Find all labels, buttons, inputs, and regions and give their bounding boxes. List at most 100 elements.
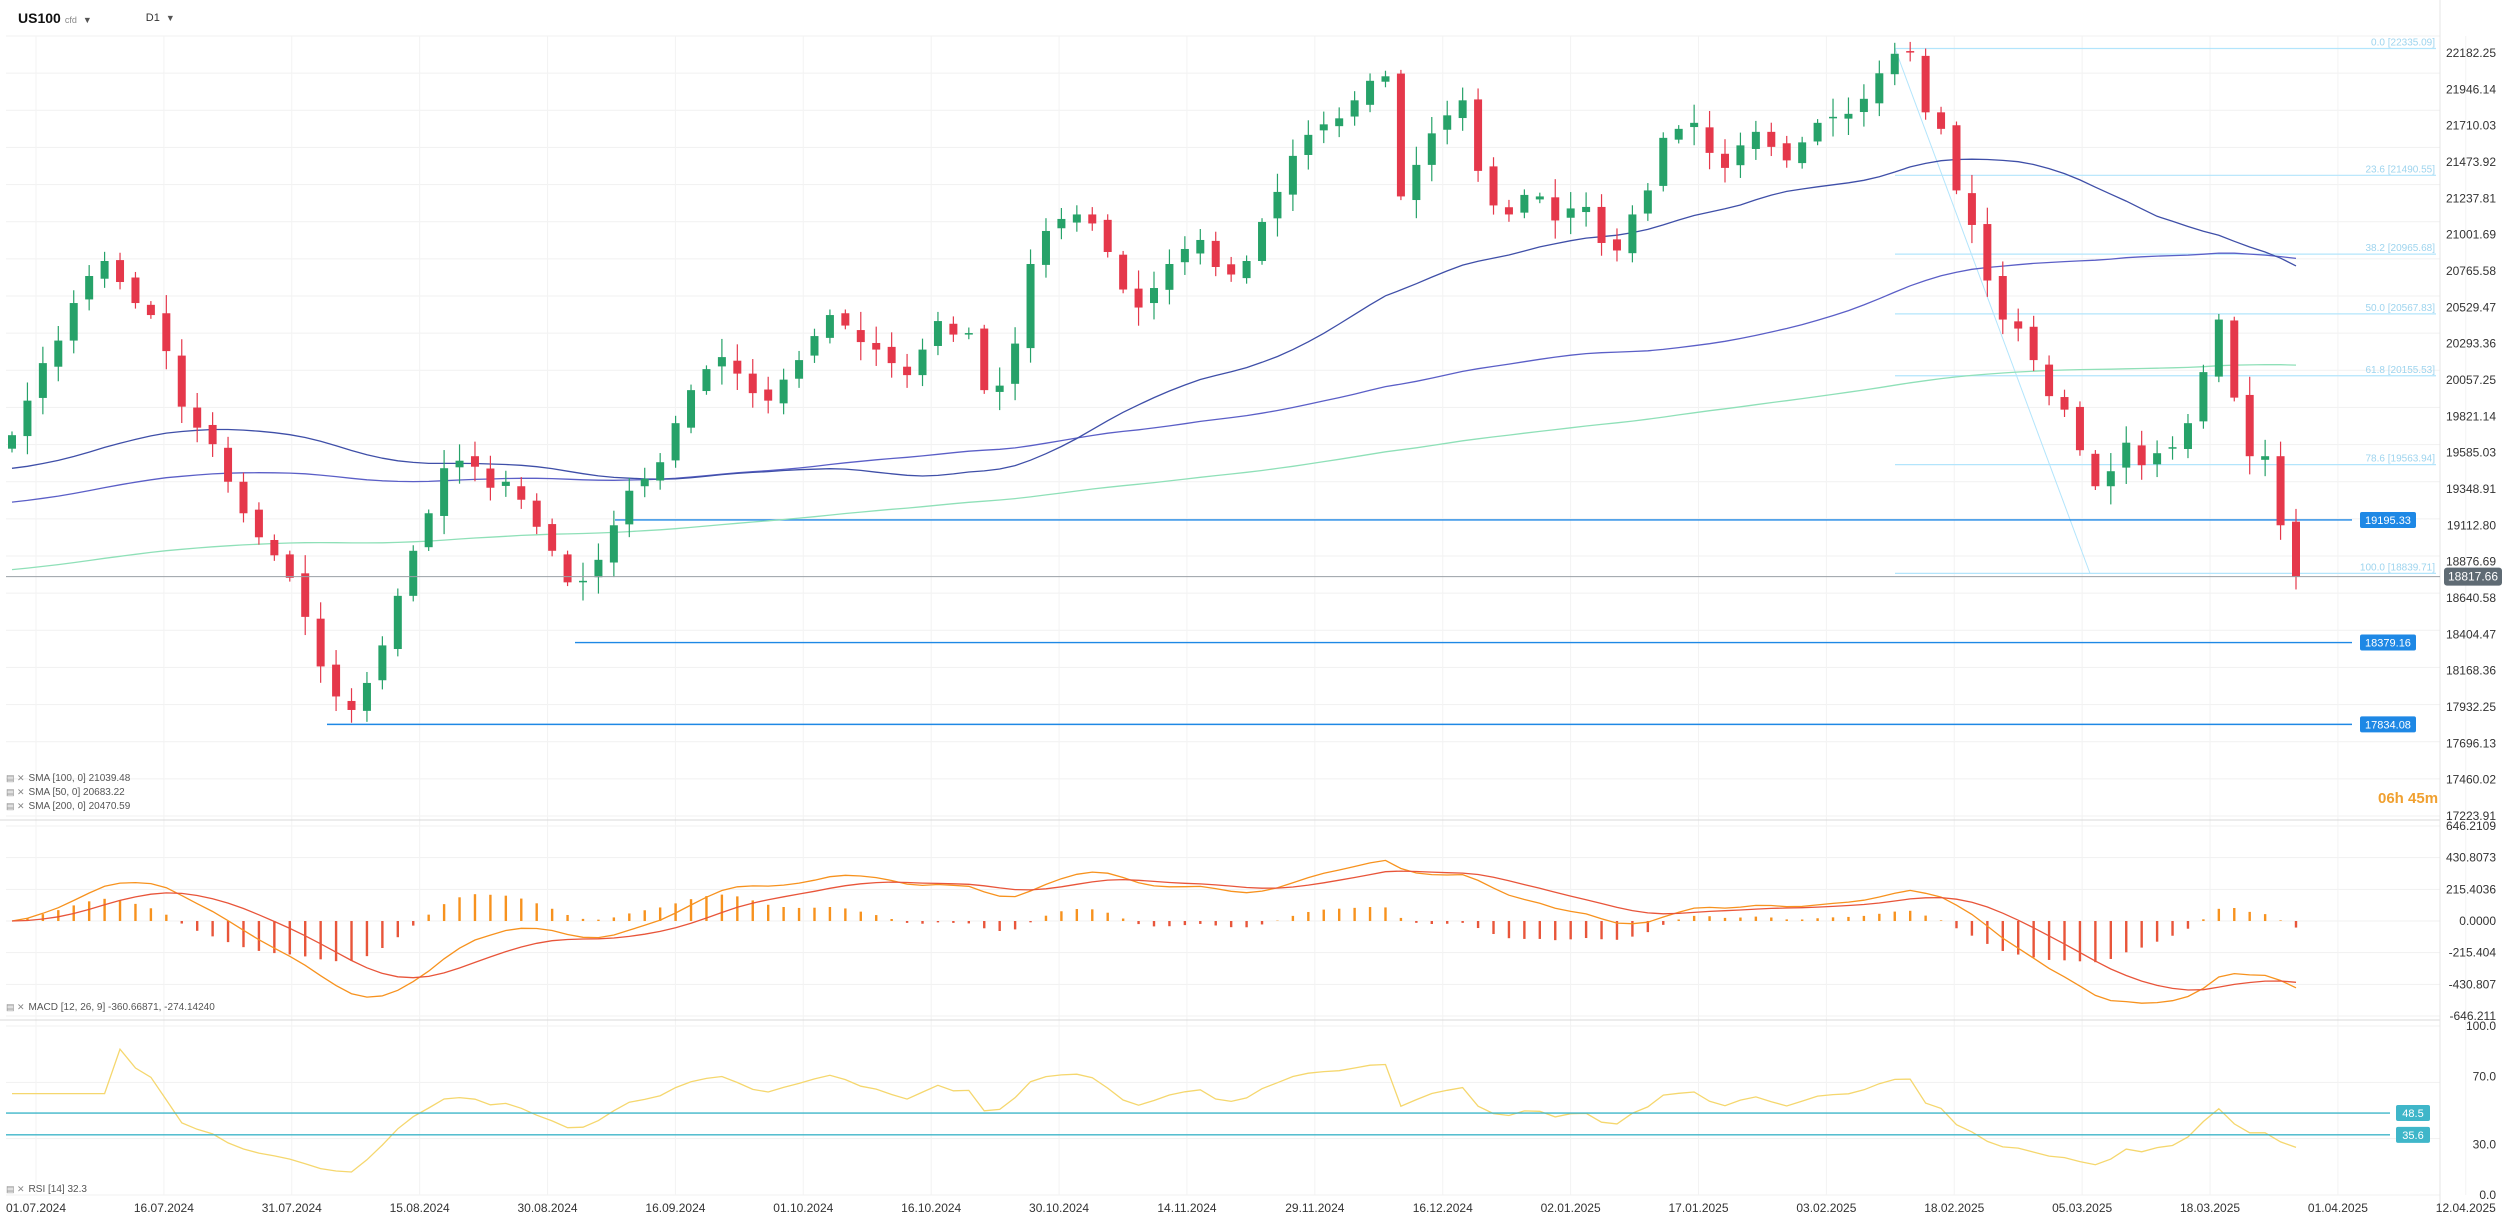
candle-body (841, 313, 850, 326)
candle-body (1474, 99, 1483, 171)
settings-icon[interactable]: ▤ ✕ (6, 801, 25, 811)
candle-body (470, 456, 479, 467)
symbol-selector[interactable]: US100 cfd ▼ (18, 10, 92, 26)
candle-body (1659, 137, 1668, 186)
rsi-band-tag (2396, 1105, 2430, 1122)
candle-body (1875, 73, 1884, 104)
candle-body (764, 389, 773, 401)
candle-body (1366, 80, 1375, 105)
rsi-tick-label: 0.0 (2479, 1188, 2496, 1202)
candle-body (1196, 239, 1205, 254)
candle-body (548, 524, 557, 551)
candle-body (23, 400, 32, 437)
x-tick-label: 16.07.2024 (134, 1201, 194, 1215)
candle-body (146, 304, 155, 316)
candle-body (2292, 521, 2300, 577)
legend-rsi[interactable]: ▤ ✕ RSI [14] 32.3 (6, 1184, 87, 1195)
price-tick-label: 21946.14 (2446, 82, 2496, 96)
candle-body (2137, 445, 2146, 466)
candle-body (193, 407, 202, 428)
candle-body (1057, 218, 1066, 229)
candle-body (563, 554, 572, 583)
candle-body (2199, 372, 2208, 422)
candle-body (579, 580, 587, 583)
candle-body (2029, 326, 2038, 361)
macd-signal-line (11, 870, 2297, 991)
macd-line (11, 859, 2297, 1004)
chevron-down-icon: ▼ (165, 13, 175, 23)
price-tick-label: 19348.91 (2446, 482, 2496, 496)
candle-body (1273, 191, 1282, 219)
legend-sma50[interactable]: ▤ ✕ SMA [50, 0] 20683.22 (6, 787, 125, 798)
candle-body (1535, 196, 1544, 200)
candle-body (640, 478, 649, 487)
legend-sma100[interactable]: ▤ ✕ SMA [100, 0] 21039.48 (6, 773, 130, 784)
candle-body (1350, 100, 1359, 117)
candle-body (964, 333, 973, 335)
x-tick-label: 02.01.2025 (1541, 1201, 1601, 1215)
legend-macd-text: MACD [12, 26, 9] -360.66871, -274.14240 (28, 1002, 215, 1013)
price-tick-label: 17223.91 (2446, 809, 2496, 823)
candle-body (1504, 207, 1513, 215)
rsi-tick-label: 100.0 (2466, 1019, 2496, 1033)
settings-icon[interactable]: ▤ ✕ (6, 773, 25, 783)
candle-body (1165, 263, 1174, 290)
candle-body (887, 346, 896, 364)
candle-body (1041, 230, 1050, 265)
candle-body (779, 379, 788, 404)
candle-body (1582, 206, 1591, 213)
candle-body (54, 340, 63, 367)
price-tick-label: 18640.58 (2446, 591, 2496, 605)
price-tick-label: 19821.14 (2446, 409, 2496, 423)
x-tick-label: 18.02.2025 (1924, 1201, 1984, 1215)
settings-icon[interactable]: ▤ ✕ (6, 1002, 25, 1012)
sma200-line (11, 363, 2297, 571)
candle-body (2168, 447, 2177, 449)
settings-icon[interactable]: ▤ ✕ (6, 1184, 25, 1194)
x-tick-label: 01.10.2024 (773, 1201, 833, 1215)
candle-body (1489, 166, 1498, 206)
candle-body (1674, 128, 1683, 140)
timeframe-selector[interactable]: D1 ▼ (146, 12, 175, 24)
candle-body (1643, 190, 1652, 214)
candle-body (949, 323, 958, 335)
macd-tick-label: 646.2109 (2446, 819, 2496, 833)
legend-sma200[interactable]: ▤ ✕ SMA [200, 0] 20470.59 (6, 801, 130, 812)
candle-body (2276, 456, 2285, 526)
sma100-line (11, 252, 2297, 503)
candle-body (609, 525, 618, 563)
rsi-line (12, 1047, 2297, 1173)
candle-body (100, 260, 109, 279)
candle-body (1119, 254, 1128, 290)
x-tick-label: 03.02.2025 (1796, 1201, 1856, 1215)
candle-body (810, 336, 819, 356)
candle-body (2245, 394, 2254, 457)
candle-body (1150, 288, 1158, 304)
candle-body (1967, 193, 1976, 225)
settings-icon[interactable]: ▤ ✕ (6, 787, 25, 797)
candle-body (1258, 221, 1267, 261)
candle-body (2230, 320, 2239, 398)
legend-rsi-text: RSI [14] 32.3 (28, 1184, 87, 1195)
candle-body (116, 260, 125, 283)
price-tick-label: 21237.81 (2446, 191, 2496, 205)
x-tick-label: 15.08.2024 (390, 1201, 450, 1215)
candle-body (594, 559, 603, 578)
candle-body (2214, 319, 2223, 377)
price-level-tag-label: 19195.33 (2365, 515, 2411, 527)
candle-body (1443, 115, 1452, 130)
x-tick-label: 29.11.2024 (1285, 1201, 1344, 1215)
candle-body (1798, 142, 1807, 164)
legend-macd[interactable]: ▤ ✕ MACD [12, 26, 9] -360.66871, -274.142… (6, 1002, 215, 1013)
price-tick-label: 20057.25 (2446, 373, 2496, 387)
current-price-badge (2444, 567, 2502, 586)
candle-body (980, 328, 989, 391)
fib-trend-line (1894, 48, 2091, 574)
legend-sma100-text: SMA [100, 0] 21039.48 (28, 773, 131, 784)
candle-body (918, 349, 927, 376)
candle-body (1180, 248, 1189, 263)
candle-body (332, 664, 341, 697)
chart-toolbar: US100 cfd ▼ D1 ▼ (0, 0, 618, 36)
candle-body (1211, 240, 1220, 268)
